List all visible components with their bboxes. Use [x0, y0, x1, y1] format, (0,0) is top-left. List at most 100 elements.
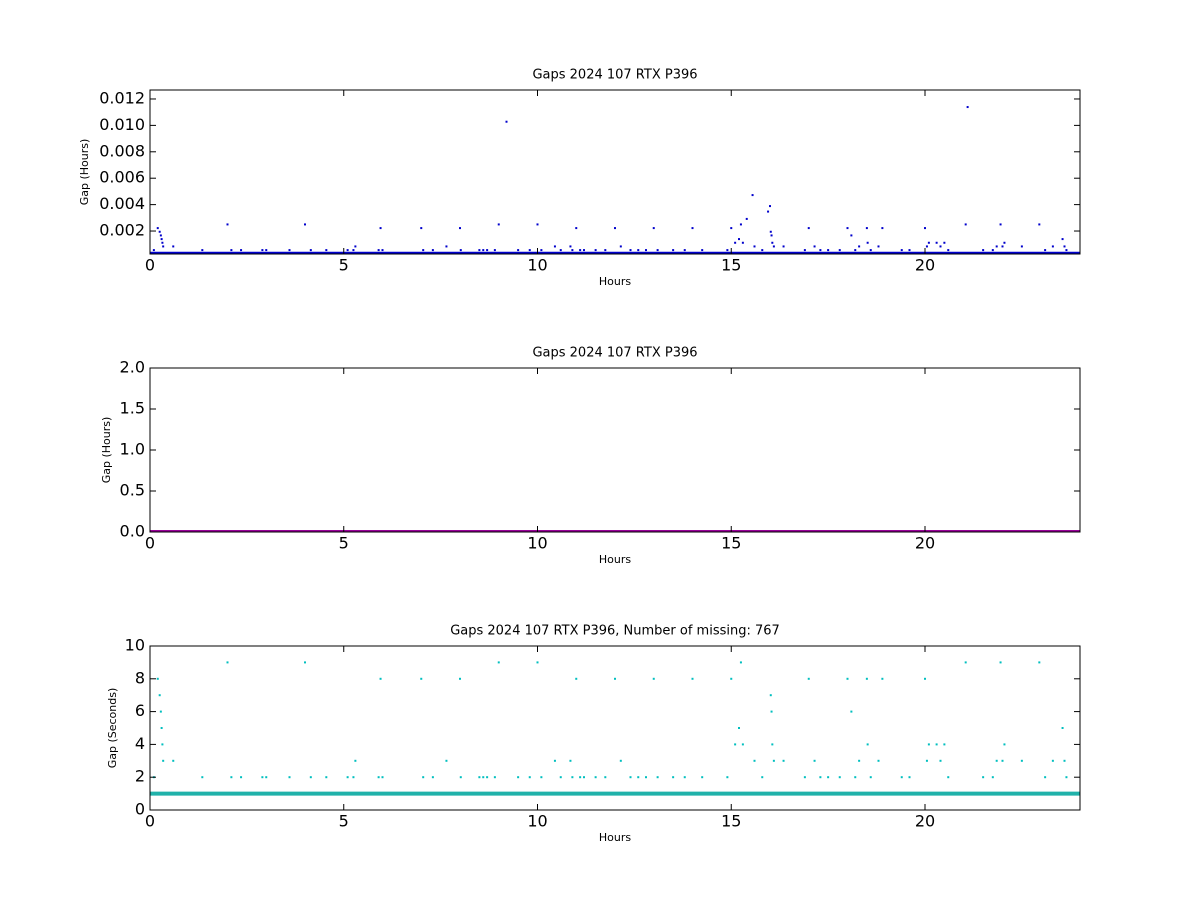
gap-point — [629, 776, 632, 779]
subplot-title: Gaps 2024 107 RTX P396 — [532, 68, 697, 83]
gap-point — [240, 249, 243, 252]
x-tick-label: 0 — [145, 812, 155, 831]
y-tick-label: 0.0 — [120, 522, 145, 541]
gap-point — [769, 205, 771, 208]
gap-point — [683, 776, 686, 779]
y-axis-label: Gap (Hours) — [100, 417, 113, 484]
gap-point — [1003, 743, 1006, 746]
gap-point — [559, 249, 562, 252]
gap-point — [939, 759, 942, 762]
gap-point — [346, 249, 349, 252]
gap-point — [553, 245, 556, 248]
gap-point — [858, 759, 861, 762]
gap-point — [943, 743, 946, 746]
gap-point — [261, 776, 264, 779]
gap-point — [1044, 776, 1047, 779]
y-tick-label: 1.0 — [120, 440, 145, 459]
gap-point — [528, 776, 531, 779]
gap-point — [1063, 759, 1066, 762]
gap-point — [995, 759, 998, 762]
gap-point — [761, 776, 764, 779]
gap-point — [304, 661, 306, 664]
y-tick-label: 1.5 — [120, 399, 145, 418]
gap-point — [927, 241, 930, 244]
gap-point — [594, 249, 597, 252]
x-tick-label: 0 — [145, 534, 155, 553]
gap-point — [614, 677, 616, 680]
gap-point — [939, 245, 942, 248]
gap-point — [846, 677, 849, 680]
gap-point — [579, 249, 582, 252]
gap-point — [672, 776, 675, 779]
gap-point — [160, 727, 163, 729]
gap-point — [869, 776, 872, 779]
x-tick-label: 10 — [527, 812, 547, 831]
gap-point — [486, 249, 489, 252]
gap-point — [652, 677, 655, 680]
gap-point — [865, 227, 868, 230]
gap-point — [741, 241, 744, 244]
gap-point — [769, 230, 772, 233]
gap-point — [431, 249, 434, 252]
gap-point — [753, 245, 756, 248]
gap-point — [379, 677, 382, 680]
gap-point — [579, 776, 582, 779]
x-tick-label: 0 — [145, 256, 155, 275]
gap-point — [1065, 249, 1068, 252]
gap-point — [493, 776, 496, 779]
data-area — [150, 106, 1080, 254]
x-tick-label: 15 — [721, 534, 741, 553]
gap-point — [966, 106, 969, 109]
gap-point — [309, 249, 312, 252]
gap-point — [652, 227, 655, 230]
gap-point — [346, 776, 349, 779]
gap-point — [701, 249, 704, 252]
gap-point — [172, 759, 175, 762]
gap-point — [540, 776, 543, 779]
subplot: Gaps 2024 107 RTX P396 Hours Gap (Hours) 0 5… — [78, 68, 1081, 288]
gap-point — [982, 776, 985, 779]
gap-point — [908, 776, 911, 779]
y-tick-label: 10 — [125, 636, 145, 655]
gap-point — [726, 776, 729, 779]
x-tick-label: 10 — [527, 256, 547, 275]
gap-point — [869, 249, 872, 252]
gap-point — [1020, 759, 1023, 762]
gap-point — [803, 249, 806, 252]
gap-point — [770, 710, 773, 713]
gap-point — [947, 776, 950, 779]
gap-point — [730, 677, 733, 680]
gap-point — [569, 245, 572, 248]
gap-point — [161, 743, 164, 746]
gap-point — [771, 241, 774, 244]
gap-point — [352, 249, 355, 252]
gap-point — [819, 249, 822, 252]
gap-point — [772, 245, 775, 248]
gap-point — [288, 249, 291, 252]
x-tick-label: 10 — [527, 534, 547, 553]
gap-point — [1020, 245, 1023, 248]
subplot: Gaps 2024 107 RTX P396 Hours Gap (Hours) 0 5… — [100, 346, 1081, 566]
gap-point — [827, 776, 830, 779]
gap-point — [497, 661, 500, 664]
gap-point — [1065, 776, 1068, 779]
gap-point — [924, 227, 926, 230]
gap-point — [854, 776, 857, 779]
gap-point — [629, 249, 632, 252]
gap-point — [517, 776, 520, 779]
gap-point — [536, 661, 539, 664]
gap-point — [377, 776, 380, 779]
gap-point — [575, 227, 578, 230]
y-tick-label: 2 — [135, 767, 145, 786]
gap-point — [761, 249, 764, 252]
x-tick-label: 5 — [339, 256, 349, 275]
y-tick-label: 0.006 — [99, 168, 145, 187]
y-tick-label: 0.010 — [99, 115, 145, 134]
gap-point — [226, 223, 229, 226]
gap-point — [734, 241, 737, 244]
gap-point — [807, 227, 810, 230]
gap-point — [866, 241, 869, 244]
x-axis-label: Hours — [599, 275, 631, 288]
gap-point — [1003, 241, 1006, 244]
